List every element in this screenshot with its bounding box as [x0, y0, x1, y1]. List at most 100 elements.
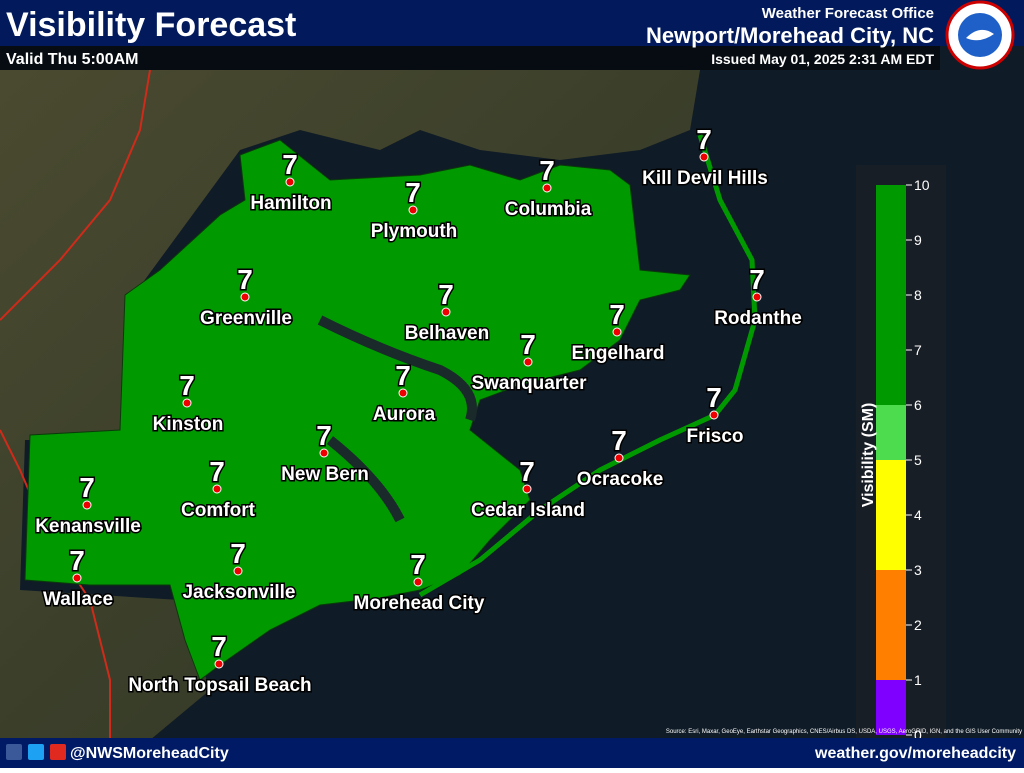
city-name: Greenville: [200, 308, 292, 329]
city-dot: [319, 448, 329, 458]
legend-band: [876, 185, 906, 405]
city-name: Morehead City: [354, 593, 485, 614]
legend-band: [876, 405, 906, 460]
city-dot: [240, 292, 250, 302]
city-dot: [614, 453, 624, 463]
city-dot: [413, 577, 423, 587]
city-dot: [522, 484, 532, 494]
city-name: Cedar Island: [471, 500, 585, 521]
legend-tick-label: 6: [914, 397, 922, 413]
city-value: 7: [410, 549, 426, 580]
city-dot: [441, 307, 451, 317]
cities: 7 Hamilton 7 Plymouth 7 Columbia 7 Kill Devil H…: [34, 123, 804, 698]
city-value: 7: [316, 420, 332, 451]
city-dot: [408, 205, 418, 215]
city-value: 7: [282, 149, 298, 180]
city-name: Columbia: [505, 199, 592, 220]
city-dot: [542, 183, 552, 193]
source: Source: Esri, Maxar, GeoEye, Earthstar G…: [666, 729, 1022, 735]
city-dot: [233, 566, 243, 576]
city-dot: [398, 388, 408, 398]
city-dot: [214, 659, 224, 669]
legend-band: [876, 460, 906, 570]
city-dot: [752, 292, 762, 302]
subheader-bar: [0, 46, 940, 70]
legend-label: Visibility (SM): [860, 403, 877, 508]
location: Newport/Morehead City, NC: [646, 23, 934, 48]
legend-tick-label: 3: [914, 562, 922, 578]
valid-time: Valid Thu 5:00AM: [6, 51, 138, 68]
city-name: Ocracoke: [577, 469, 664, 490]
city-name: New Bern: [281, 464, 369, 485]
city-value: 7: [519, 456, 535, 487]
city-value: 7: [69, 545, 85, 576]
city-dot: [709, 410, 719, 420]
legend-tick-label: 2: [914, 617, 922, 633]
city-name: Wallace: [43, 589, 113, 610]
header-bar: [0, 0, 1024, 46]
city-name: Aurora: [373, 404, 436, 425]
city-dot: [285, 177, 295, 187]
city-dot: [699, 152, 709, 162]
rivers: [317, 315, 477, 523]
office: Weather Forecast Office: [762, 5, 934, 22]
city-value: 7: [749, 264, 765, 295]
city-value: 7: [230, 538, 246, 569]
city-value: 7: [79, 472, 95, 503]
city-value: 7: [405, 177, 421, 208]
city-value: 7: [211, 631, 227, 662]
social-icons: [6, 744, 66, 760]
legend-tick-label: 4: [914, 507, 922, 523]
legend-tick-label: 8: [914, 287, 922, 303]
land: [0, 70, 700, 740]
city-value: 7: [438, 279, 454, 310]
city-name: Plymouth: [371, 221, 458, 242]
city-name: Jacksonville: [182, 582, 295, 603]
city-name: Belhaven: [405, 323, 489, 344]
forecast-area: [24, 139, 691, 681]
city-value: 7: [609, 299, 625, 330]
legend: 0 1 2 3 4 5 6 7 8 9 10: [876, 177, 930, 743]
city-name: Swanquarter: [471, 373, 587, 394]
legend-tick-label: 5: [914, 452, 922, 468]
city-name: Frisco: [686, 426, 743, 447]
city-value: 7: [611, 425, 627, 456]
city-value: 7: [395, 360, 411, 391]
city-name: Rodanthe: [714, 308, 802, 329]
legend-tick-label: 0: [914, 727, 922, 743]
city-name: Comfort: [181, 500, 256, 521]
city-dot: [212, 484, 222, 494]
city-dot: [612, 327, 622, 337]
legend-tick-label: 10: [914, 177, 930, 193]
city-value: 7: [706, 382, 722, 413]
city-name: Kill Devil Hills: [642, 168, 768, 189]
city-dot: [82, 500, 92, 510]
city-value: 7: [696, 124, 712, 155]
city-value: 7: [179, 370, 195, 401]
social-handle: @NWSMoreheadCity: [70, 745, 229, 762]
nws-logo: [945, 0, 1015, 70]
legend-band: [876, 680, 906, 735]
city-value: 7: [539, 155, 555, 186]
city-name: Kenansville: [35, 516, 141, 537]
city-value: 7: [209, 456, 225, 487]
city-dot: [182, 398, 192, 408]
city-dot: [523, 357, 533, 367]
issued: Issued May 01, 2025 2:31 AM EDT: [711, 51, 934, 67]
title: Visibility Forecast: [6, 6, 296, 44]
legend-tick-label: 7: [914, 342, 922, 358]
city-name: Kinston: [153, 414, 224, 435]
city-name: Hamilton: [250, 193, 331, 214]
city-dot: [72, 573, 82, 583]
city-value: 7: [237, 264, 253, 295]
city-name: Engelhard: [572, 343, 665, 364]
footer-bar: [0, 738, 1024, 768]
legend-tick-label: 9: [914, 232, 922, 248]
state-line: [0, 69, 151, 321]
legend-band: [876, 570, 906, 680]
city-name: North Topsail Beach: [128, 675, 311, 696]
city-value: 7: [520, 329, 536, 360]
legend-tick-label: 1: [914, 672, 922, 688]
website: weather.gov/moreheadcity: [814, 745, 1016, 762]
